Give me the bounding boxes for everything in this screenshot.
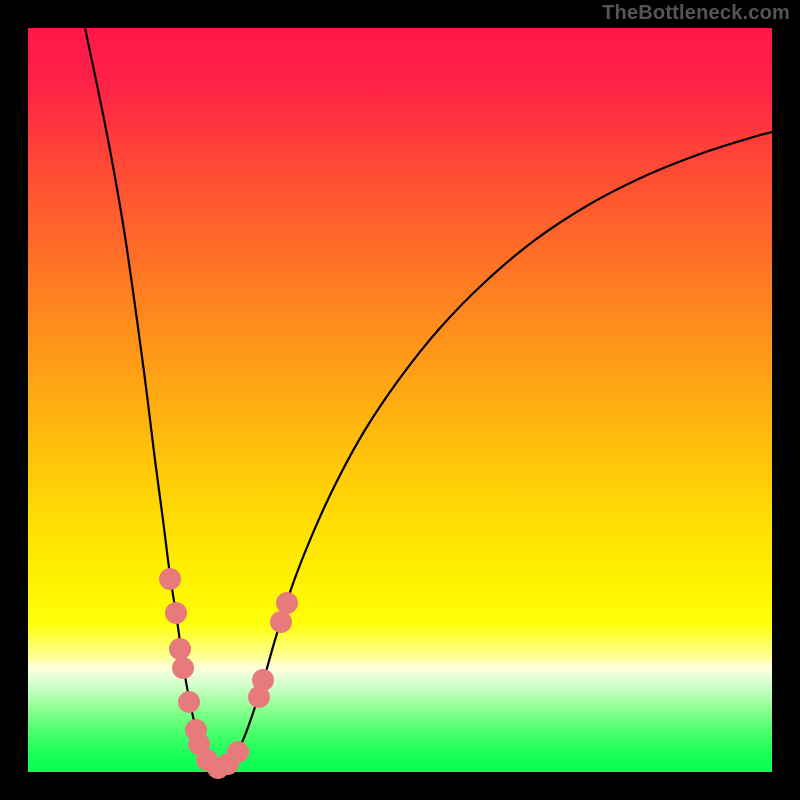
data-marker — [172, 657, 194, 679]
data-marker — [178, 691, 200, 713]
data-marker — [165, 602, 187, 624]
data-marker — [276, 592, 298, 614]
bottleneck-curve-chart — [0, 0, 800, 800]
watermark-text: TheBottleneck.com — [602, 2, 790, 25]
data-marker — [227, 741, 249, 763]
gradient-background — [28, 28, 772, 772]
chart-canvas: TheBottleneck.com — [0, 0, 800, 800]
data-marker — [252, 669, 274, 691]
data-marker — [159, 568, 181, 590]
data-marker — [270, 611, 292, 633]
data-marker — [169, 638, 191, 660]
